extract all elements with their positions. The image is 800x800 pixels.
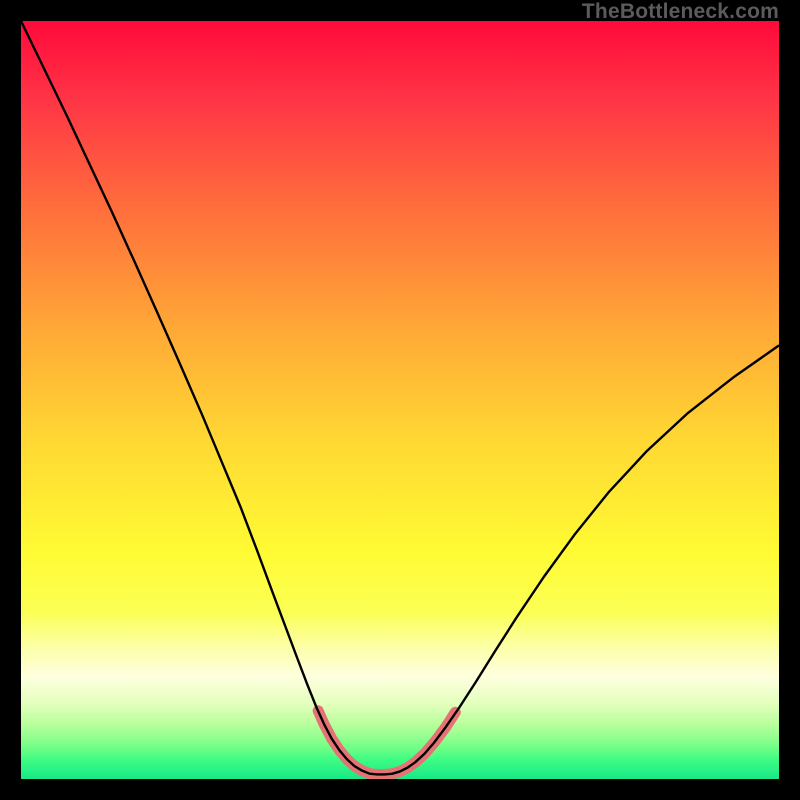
- plot-area: [21, 21, 779, 779]
- chart-svg: [21, 21, 779, 779]
- chart-frame: TheBottleneck.com: [0, 0, 800, 800]
- gradient-background: [21, 21, 779, 779]
